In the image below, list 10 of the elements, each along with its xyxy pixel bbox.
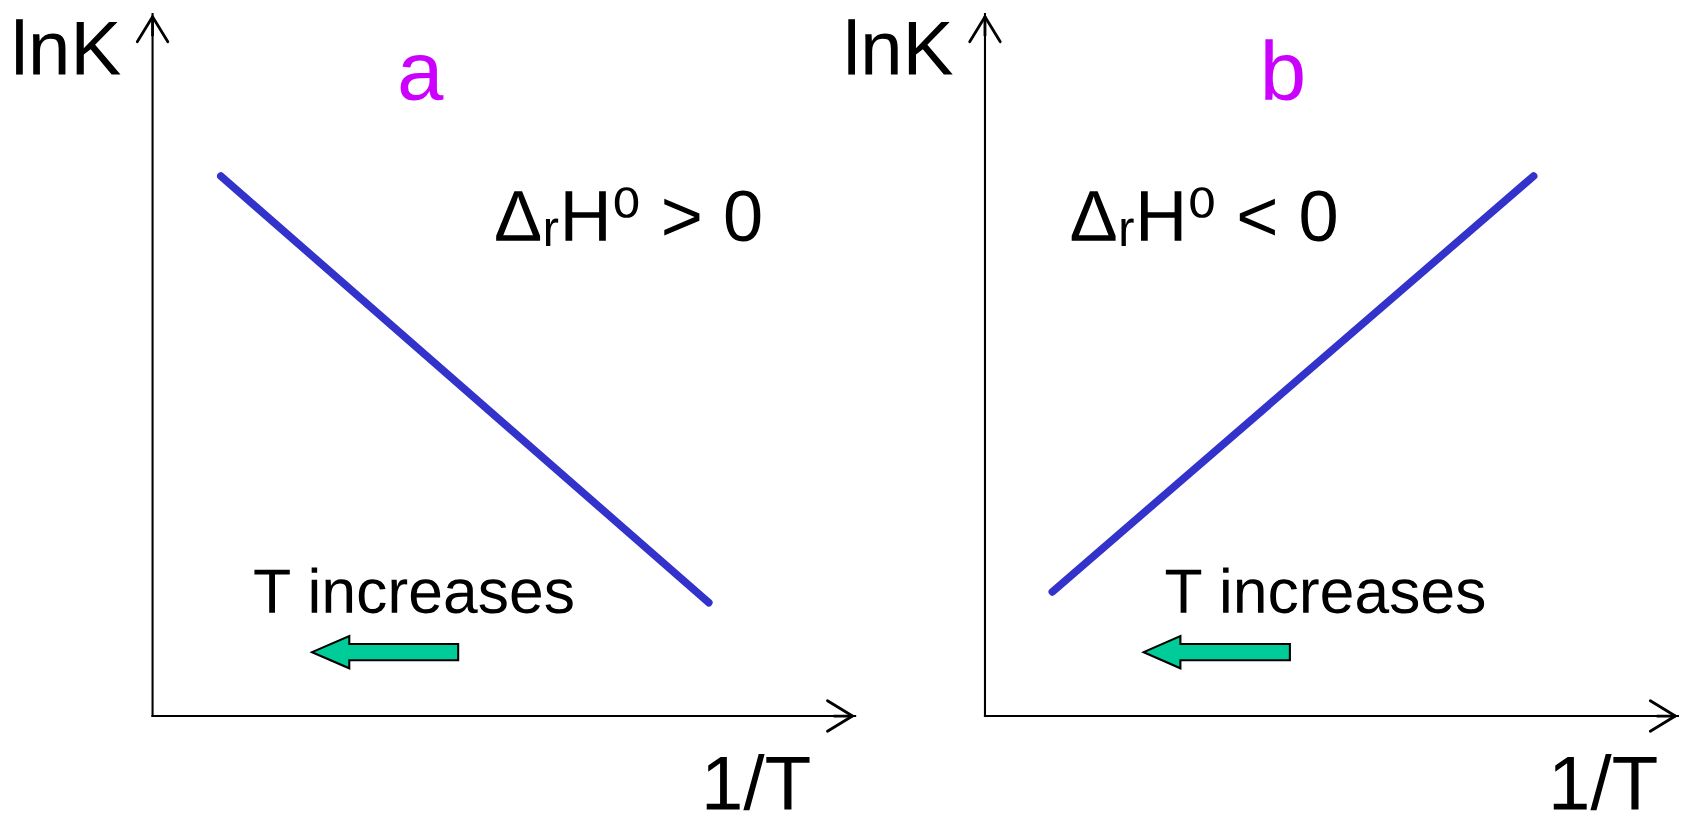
y-axis-title: lnK <box>848 19 953 75</box>
annotation: T increases <box>1165 567 1485 614</box>
chart-title: a <box>400 54 444 101</box>
annotation: T increases <box>254 567 573 614</box>
chart-title: b <box>1265 39 1303 101</box>
x-axis-title: 1/T <box>1553 754 1657 811</box>
y-axis-title: lnK <box>16 19 121 75</box>
annotation: ΔᵣH⁰ > 0 <box>496 187 761 246</box>
annotation: ΔᵣH⁰ < 0 <box>1071 187 1336 246</box>
x-axis-title: 1/T <box>706 754 810 811</box>
